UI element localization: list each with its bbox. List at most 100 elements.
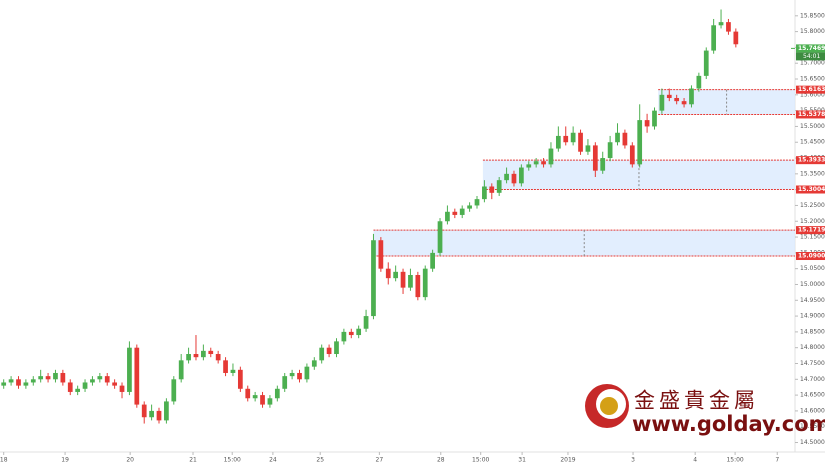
- candle-body: [127, 347, 132, 392]
- candle-body: [445, 211, 450, 222]
- candle-body: [393, 271, 399, 279]
- candle-body: [141, 404, 147, 418]
- candle-body: [274, 388, 280, 399]
- candle-body: [607, 142, 613, 159]
- x-tick-label: 7: [775, 457, 779, 464]
- y-tick-label: 14.65000: [800, 392, 825, 399]
- zone-label: 15.17193: [798, 227, 825, 234]
- zone-label: 15.61634: [798, 86, 825, 93]
- candle-body: [297, 372, 302, 380]
- x-tick-label: 15:00: [472, 457, 489, 464]
- y-tick-label: 15.65000: [800, 76, 825, 83]
- x-tick-label: 21: [189, 457, 197, 464]
- candle-body: [637, 120, 643, 165]
- candle-body: [496, 180, 502, 193]
- x-tick-label: 3: [631, 457, 635, 464]
- candle-body: [563, 135, 569, 143]
- y-tick-label: 14.55000: [800, 423, 825, 430]
- candle-body: [378, 240, 384, 269]
- x-tick-label: 20: [126, 457, 134, 464]
- candle-body: [600, 158, 606, 171]
- logo-gold: [600, 397, 618, 415]
- candle-body: [718, 22, 724, 26]
- y-tick-label: 15.25000: [800, 202, 825, 209]
- last-price-box: [796, 44, 825, 53]
- brand-name: 金盛貴金屬: [634, 389, 759, 413]
- zone-label: 15.30044: [798, 186, 825, 193]
- countdown-label: 54:01: [803, 53, 820, 60]
- candle-body: [622, 132, 628, 146]
- candle-body: [578, 132, 583, 152]
- x-tick-label: 25: [316, 457, 324, 464]
- y-tick-label: 15.85000: [800, 12, 825, 19]
- candle-body: [208, 350, 214, 355]
- y-tick-label: 15.45000: [800, 139, 825, 146]
- candle-body: [82, 382, 88, 389]
- y-tick-label: 15.80000: [800, 28, 825, 35]
- candle-body: [326, 347, 332, 355]
- candle-body: [733, 31, 739, 45]
- y-tick-label: 14.80000: [800, 344, 825, 351]
- candle-body: [541, 161, 546, 165]
- candle-body: [341, 331, 347, 342]
- zone-label-box: [796, 226, 825, 235]
- candle-body: [467, 205, 472, 209]
- y-tick-label: 14.70000: [800, 376, 825, 383]
- candle-body: [38, 376, 44, 380]
- candle-body: [482, 186, 487, 200]
- y-tick-label: 15.60000: [800, 91, 825, 98]
- candle-body: [585, 145, 591, 152]
- candle-body: [30, 379, 36, 383]
- candle-body: [437, 221, 443, 253]
- candle-body: [104, 376, 110, 383]
- candle-body: [260, 395, 265, 405]
- candle-body: [592, 145, 598, 171]
- candle-body: [548, 148, 554, 165]
- candle-body: [726, 22, 731, 32]
- y-tick-label: 15.35000: [800, 170, 825, 177]
- candle-body: [282, 376, 288, 389]
- y-tick-label: 14.75000: [800, 360, 825, 367]
- candle-body: [60, 372, 66, 383]
- countdown-box: [796, 52, 825, 61]
- candle-body: [230, 369, 236, 373]
- zone-label-box: [796, 156, 825, 165]
- candle-body: [193, 354, 199, 358]
- candle-body: [186, 354, 191, 361]
- candle-body: [385, 268, 391, 279]
- zone-label: 15.39332: [798, 157, 825, 164]
- candle-body: [696, 75, 702, 89]
- candle-body: [252, 395, 258, 399]
- y-tick-label: 14.90000: [800, 313, 825, 320]
- candle-body: [703, 50, 709, 76]
- candle-body: [474, 199, 480, 206]
- candle-body: [422, 268, 428, 298]
- candle-body: [156, 410, 162, 421]
- candle-body: [119, 385, 125, 392]
- candle-body: [555, 135, 561, 149]
- candle-body: [267, 398, 273, 405]
- candle-body: [681, 101, 687, 105]
- x-tick-label: 18: [0, 457, 8, 464]
- candle-body: [666, 94, 672, 98]
- brand-url: www.golday.com: [632, 412, 825, 436]
- x-tick-label: 28: [437, 457, 445, 464]
- candle-body: [659, 94, 665, 111]
- x-tick-label: 19: [61, 457, 69, 464]
- candle-body: [67, 382, 73, 392]
- zone-label: 15.53788: [798, 111, 825, 118]
- candle-body: [223, 360, 228, 373]
- candle-body: [519, 167, 524, 184]
- candle-body: [644, 120, 650, 127]
- candle-body: [400, 271, 406, 288]
- zone-label-box: [796, 85, 825, 94]
- candle-body: [1, 382, 7, 386]
- candle-body: [201, 350, 206, 358]
- candle-body: [164, 401, 169, 421]
- candle-body: [97, 376, 103, 380]
- candle-body: [45, 376, 51, 380]
- y-tick-label: 14.50000: [800, 439, 825, 446]
- candle-body: [90, 379, 95, 383]
- candle-body: [408, 274, 413, 288]
- candle-body: [16, 379, 21, 386]
